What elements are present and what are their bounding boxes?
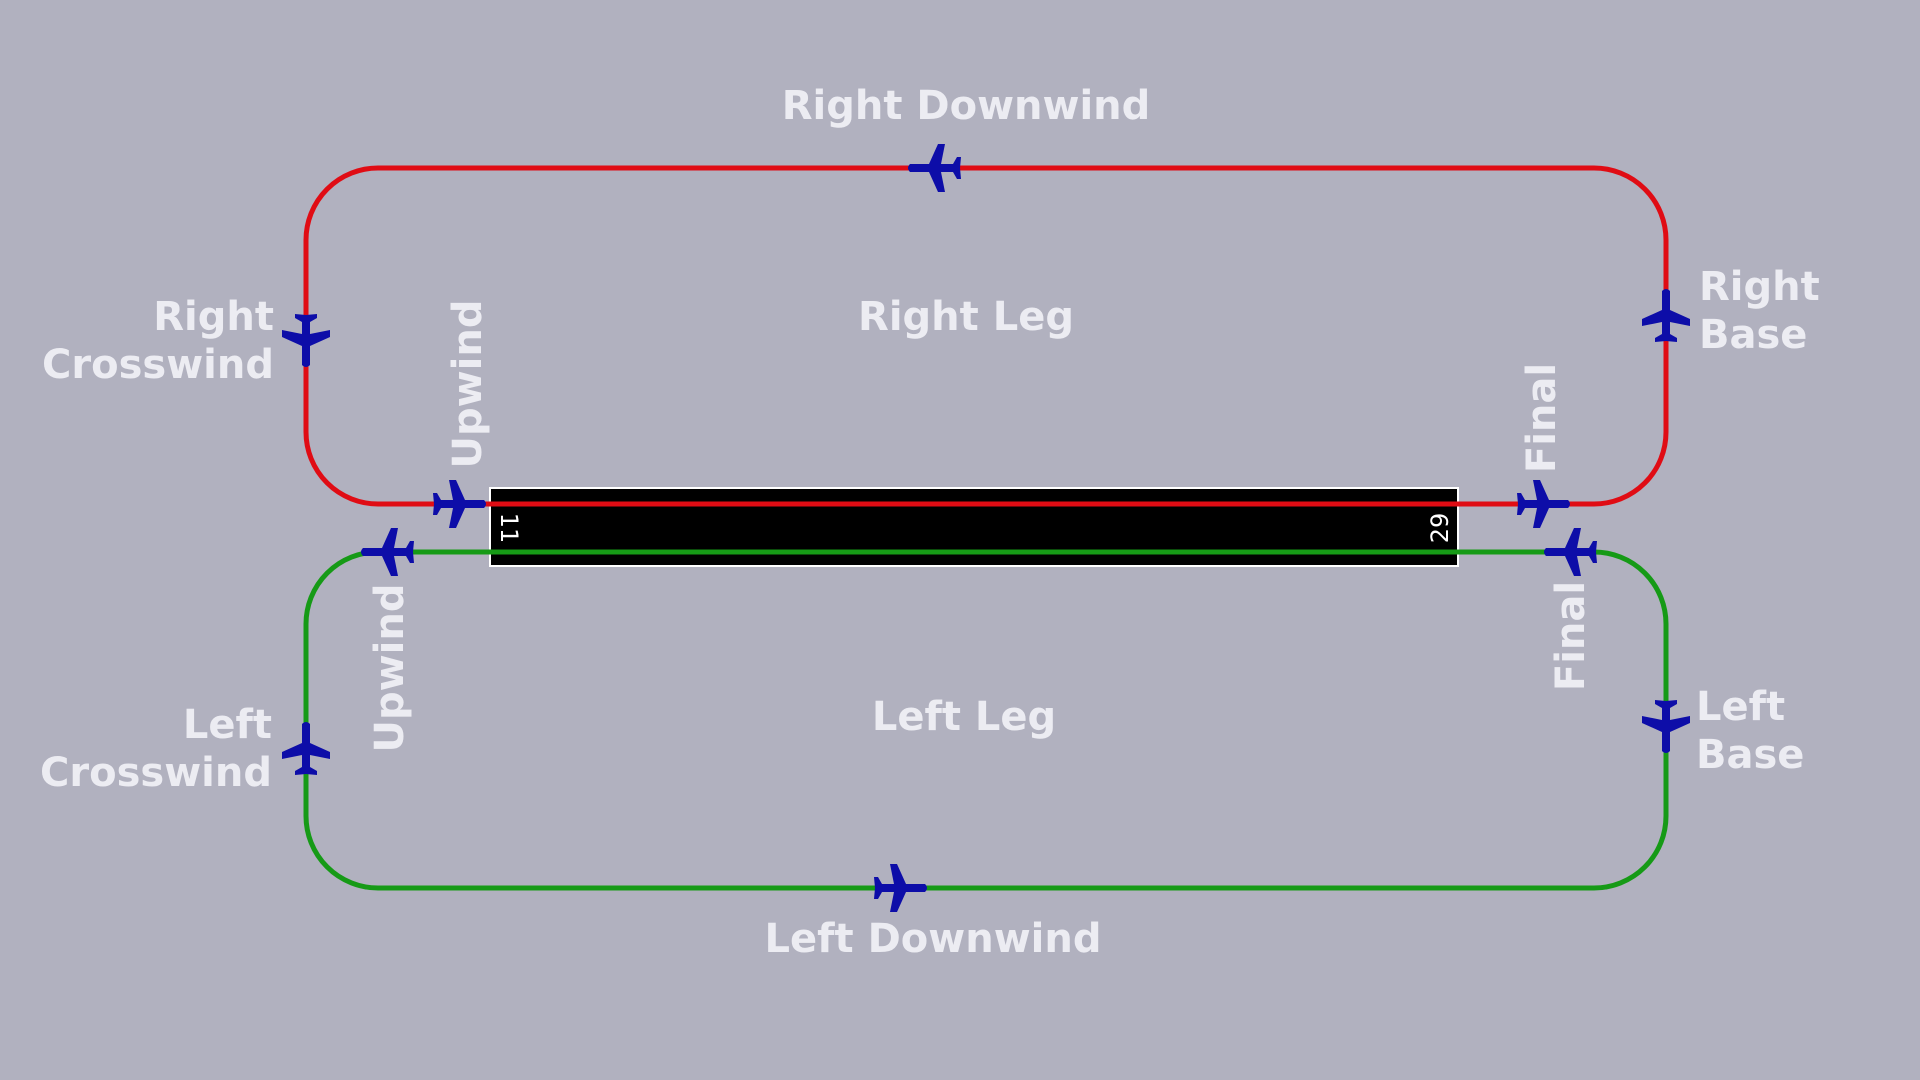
right-crosswind-label-line2: Crosswind — [42, 342, 274, 388]
right-upwind-label: Upwind — [445, 300, 491, 469]
right-final-label: Final — [1519, 363, 1565, 473]
runway-number-11: 11 — [495, 513, 523, 544]
airplane-icon — [433, 480, 486, 528]
left-leg-label: Left Leg — [872, 694, 1056, 740]
runway-number-29: 29 — [1426, 513, 1454, 544]
left-crosswind-label-line2: Crosswind — [40, 750, 272, 796]
right-leg-label: Right Leg — [858, 294, 1074, 340]
left-upwind-label: Upwind — [367, 584, 413, 753]
airplane-icon — [908, 144, 961, 192]
left-crosswind-label-line1: Left — [183, 702, 272, 748]
right-crosswind-label-line1: Right — [153, 294, 274, 340]
left-base-label-line1: Left — [1696, 684, 1785, 730]
airplane-icon — [874, 864, 927, 912]
left-final-label: Final — [1548, 581, 1594, 691]
right-pattern-path — [303, 165, 1669, 507]
airplane-icon — [1642, 289, 1690, 342]
right-base-label-line1: Right — [1699, 264, 1820, 310]
airplane-icon — [361, 528, 414, 576]
left-base-label-line2: Base — [1696, 732, 1804, 778]
airplane-icon — [1544, 528, 1597, 576]
right-downwind-label: Right Downwind — [782, 83, 1151, 129]
right-base-label-line2: Base — [1699, 312, 1807, 358]
airplane-icon — [1517, 480, 1570, 528]
left-downwind-label: Left Downwind — [765, 916, 1102, 962]
airplane-icon — [1642, 700, 1690, 753]
left-pattern-path — [303, 549, 1669, 891]
airplane-icon — [282, 722, 330, 775]
airplane-icon — [282, 314, 330, 367]
